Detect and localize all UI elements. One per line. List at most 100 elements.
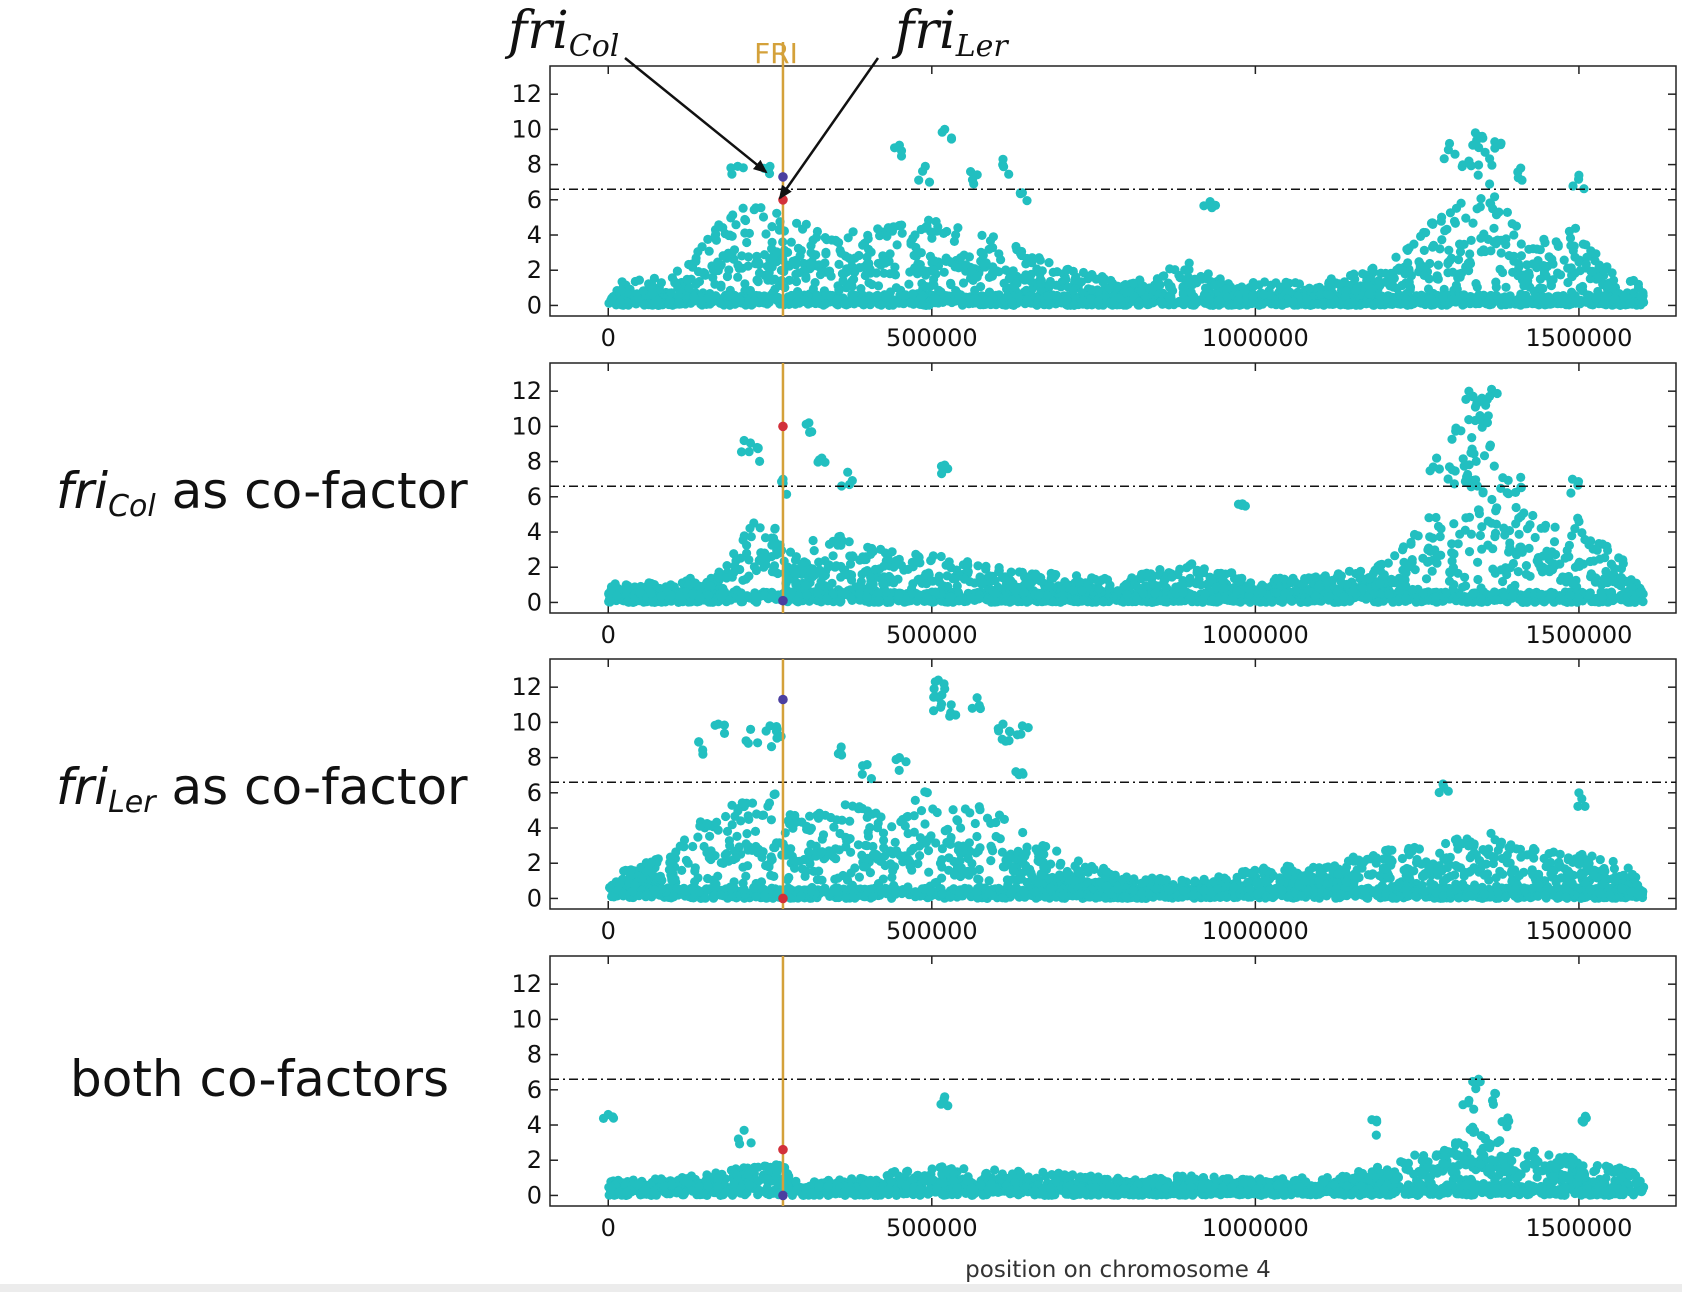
scatter-point — [924, 215, 934, 225]
scatter-point — [911, 549, 921, 560]
scatter-point — [958, 278, 969, 288]
scatter-point — [1491, 595, 1501, 605]
scatter-point — [1547, 547, 1557, 557]
scatter-point — [667, 273, 678, 283]
scatter-point — [1394, 263, 1404, 273]
scatter-point — [1271, 573, 1281, 584]
scatter-point — [1492, 503, 1502, 513]
scatter-point — [1314, 582, 1324, 592]
scatter-point — [1458, 596, 1468, 606]
x-tick-label: 500000 — [886, 324, 978, 352]
scatter-point — [973, 561, 983, 571]
scatter-point — [1449, 519, 1459, 529]
scatter-point — [1608, 576, 1618, 586]
scatter-point — [1443, 268, 1453, 278]
scatter-point — [954, 296, 964, 306]
scatter-point — [1509, 230, 1519, 240]
scatter-point — [1415, 259, 1425, 269]
scatter-point — [1528, 510, 1538, 521]
scatter-point — [865, 581, 875, 591]
scatter-point — [867, 279, 877, 290]
scatter-point — [1344, 566, 1354, 576]
scatter-point — [644, 578, 654, 588]
scatter-point — [1373, 597, 1383, 607]
scatter-point — [1197, 274, 1207, 284]
scatter-point — [960, 574, 970, 584]
scatter-point — [1485, 440, 1495, 450]
scatter-point — [950, 574, 961, 584]
scatter-point — [1427, 566, 1437, 576]
scatter-point — [1467, 433, 1477, 443]
y-tick-label: 10 — [511, 115, 542, 143]
scatter-point — [1436, 216, 1446, 226]
x-tick-label: 1500000 — [1525, 324, 1632, 352]
y-tick-label: 12 — [511, 377, 542, 405]
scatter-point — [1461, 513, 1471, 523]
scatter-point — [961, 260, 971, 270]
scatter-point — [1496, 565, 1506, 575]
scatter-point — [1607, 268, 1617, 278]
scatter-point — [1410, 529, 1420, 540]
scatter-point — [1326, 299, 1336, 309]
scatter-point — [1511, 519, 1521, 529]
scatter-point — [1475, 530, 1485, 541]
scatter-point — [755, 523, 765, 533]
scatter-point — [897, 228, 907, 238]
scatter-point — [1324, 290, 1334, 300]
scatter-point — [1444, 576, 1455, 586]
scatter-point — [1058, 595, 1068, 605]
scatter-point — [1304, 283, 1314, 293]
scatter-point — [806, 241, 816, 251]
scatter-point — [1570, 252, 1580, 262]
scatter-point — [1025, 579, 1035, 589]
scatter-point — [1220, 583, 1230, 593]
scatter-point — [1524, 543, 1534, 554]
scatter-point — [1485, 391, 1495, 401]
scatter-point — [791, 277, 802, 287]
scatter-point — [1097, 272, 1107, 282]
scatter-point — [1036, 278, 1046, 288]
scatter-point — [1470, 402, 1480, 412]
scatter-point — [809, 546, 819, 556]
scatter-point — [1221, 284, 1232, 294]
scatter-point — [1114, 293, 1124, 303]
scatter-point — [1489, 587, 1499, 597]
scatter-point — [1026, 269, 1036, 279]
scatter-point — [767, 222, 777, 232]
scatter-point — [1358, 269, 1368, 279]
scatter-point — [1381, 268, 1391, 278]
scatter-point — [903, 564, 913, 575]
scatter-point — [1388, 282, 1398, 292]
scatter-point — [981, 561, 991, 572]
scatter-point — [969, 179, 979, 189]
scatter-point — [1404, 562, 1414, 572]
scatter-point — [1147, 597, 1157, 608]
scatter-point — [1469, 449, 1479, 459]
scatter-point — [695, 581, 705, 592]
scatter-point — [914, 175, 924, 185]
scatter-point — [1491, 282, 1501, 292]
scatter-point — [1004, 169, 1014, 179]
scatter-point — [1344, 298, 1354, 308]
x-tick-label: 1500000 — [1525, 621, 1632, 649]
scatter-point — [894, 590, 904, 600]
scatter-point — [953, 223, 963, 233]
scatter-point — [751, 592, 761, 602]
scatter-point — [1517, 175, 1527, 185]
scatter-point — [1460, 525, 1470, 535]
scatter-point — [1586, 569, 1596, 579]
scatter-point — [1062, 295, 1072, 305]
scatter-point — [1483, 540, 1493, 550]
scatter-point — [1450, 218, 1460, 228]
scatter-point — [1578, 239, 1588, 249]
scatter-point — [1553, 268, 1563, 278]
scatter-point — [736, 588, 746, 598]
scatter-point — [879, 268, 889, 278]
scatter-point — [896, 146, 907, 156]
scatter-point — [1428, 218, 1438, 228]
scatter-point — [664, 299, 674, 310]
scatter-point — [1499, 523, 1509, 533]
scatter-point — [1522, 524, 1533, 534]
scatter-point — [678, 597, 688, 607]
